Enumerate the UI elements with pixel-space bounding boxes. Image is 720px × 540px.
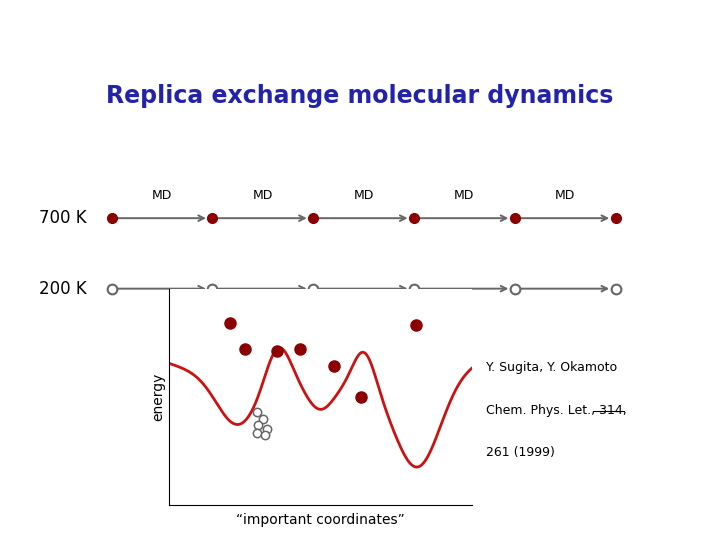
Text: Replica exchange molecular dynamics: Replica exchange molecular dynamics: [107, 84, 613, 109]
X-axis label: “important coordinates”: “important coordinates”: [236, 513, 405, 527]
Text: 200 K: 200 K: [39, 280, 86, 298]
Text: MD: MD: [454, 189, 474, 202]
Text: UNIVERSITY®: UNIVERSITY®: [83, 52, 140, 62]
Text: Chem. Phys. Let., 314,: Chem. Phys. Let., 314,: [486, 404, 626, 417]
Text: MD: MD: [354, 189, 374, 202]
Bar: [30, 28, 41, 57]
Text: 261 (1999): 261 (1999): [486, 446, 555, 459]
Bar: [22, 15, 50, 30]
Text: 700 K: 700 K: [39, 209, 86, 227]
Text: TEMPLE: TEMPLE: [83, 16, 181, 36]
Text: MD: MD: [253, 189, 273, 202]
Bar: [18, 9, 53, 62]
Text: Y. Sugita, Y. Okamoto: Y. Sugita, Y. Okamoto: [486, 361, 617, 374]
Y-axis label: energy: energy: [151, 373, 165, 421]
Text: MD: MD: [152, 189, 172, 202]
Text: MD: MD: [555, 189, 575, 202]
